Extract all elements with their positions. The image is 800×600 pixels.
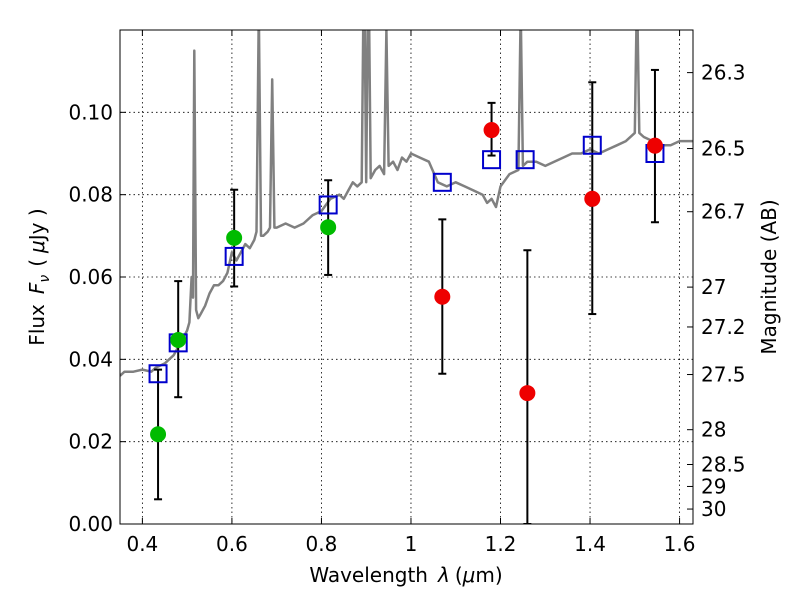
model-photometry-square	[582, 135, 602, 155]
y2-tick-label: 26.5	[701, 137, 746, 161]
y-tick-label: 0.06	[68, 265, 113, 289]
x-tick-label: 0.4	[126, 532, 158, 556]
y2-tick-label: 29	[701, 474, 726, 498]
observed-optical-point	[226, 229, 243, 246]
x-tick-label: 1.4	[574, 532, 606, 556]
observed-nir-point	[646, 137, 663, 154]
model-photometry-square	[148, 364, 168, 384]
x-tick-label: 0.8	[306, 532, 338, 556]
x-tick-label: 0.6	[216, 532, 248, 556]
grid-lines	[120, 30, 693, 525]
model-photometry-square	[482, 150, 502, 170]
observed-nir-point	[483, 122, 500, 139]
y-tick-label: 0.08	[68, 183, 113, 207]
axis-ticks: 0.4 0.6 0.8 1 1.2 1.4 1.6 0.00 0.02 0.04 0.06 0.08 0…	[68, 30, 746, 556]
y2-tick-label: 27	[701, 275, 726, 299]
observed-nir-point	[434, 288, 451, 305]
y2-tick-label: 27.5	[701, 363, 746, 387]
observed-nir-point	[584, 190, 601, 207]
observed-optical-point	[170, 331, 187, 348]
y-axis-label: FluxFν(μJy )	[25, 208, 53, 345]
y-tick-label: 0.00	[68, 512, 113, 536]
observed-optical-point	[150, 426, 167, 443]
y2-tick-label: 26.3	[701, 61, 746, 85]
y-tick-label: 0.10	[68, 100, 113, 124]
observed-optical-point	[320, 219, 337, 236]
y-tick-label: 0.04	[68, 347, 113, 371]
x-tick-label: 1	[405, 532, 418, 556]
spectrum-line	[120, 30, 693, 377]
model-photometry-square	[224, 246, 244, 266]
marker-layer	[148, 122, 665, 443]
model-photometry-square	[515, 150, 535, 170]
y2-tick-label: 28	[701, 418, 726, 442]
observed-nir-point	[519, 385, 536, 402]
y2-tick-label: 26.7	[701, 200, 746, 224]
y2-tick-label: 28.5	[701, 452, 746, 476]
y2-tick-label: 27.2	[701, 315, 746, 339]
model-photometry-square	[318, 195, 338, 215]
model-photometry-square	[432, 172, 452, 192]
x-tick-label: 1.6	[664, 532, 696, 556]
y-tick-label: 0.02	[68, 430, 113, 454]
x-tick-label: 1.2	[485, 532, 517, 556]
y2-tick-label: 30	[701, 497, 726, 521]
y2-axis-label: Magnitude (AB)	[757, 199, 781, 354]
x-axis-label: Wavelength λ (μm)	[309, 563, 502, 587]
spectrum-layer	[120, 30, 693, 377]
